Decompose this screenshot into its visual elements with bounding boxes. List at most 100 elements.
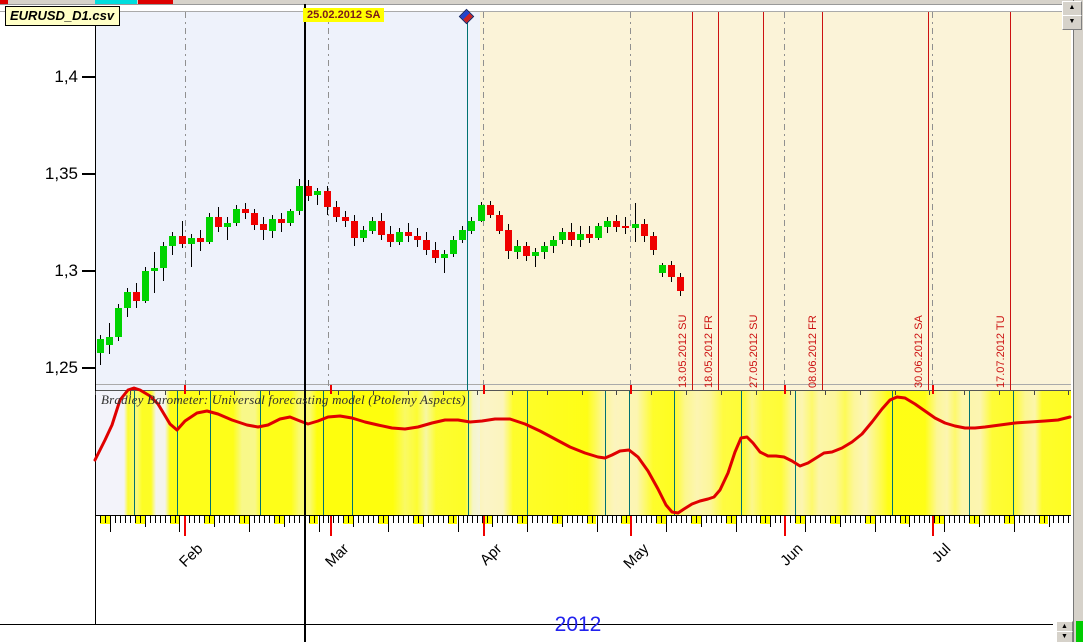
- toolbar-red-icon[interactable]: [0, 0, 8, 4]
- day-tick: [224, 516, 226, 523]
- day-tick: [467, 516, 469, 523]
- candle-body: [641, 224, 648, 236]
- bradley-title: Bradley Barometer: Universal forecasting…: [101, 392, 466, 407]
- day-tick: [681, 516, 682, 523]
- day-tick: [805, 516, 807, 532]
- day-tick: [993, 516, 995, 523]
- bradley-turn-line: [260, 391, 261, 515]
- candle-body: [314, 191, 321, 195]
- day-tick: [656, 516, 658, 523]
- day-tick: [874, 516, 876, 532]
- day-tick: [447, 516, 449, 523]
- candle-body: [351, 221, 358, 238]
- scroll-up-button[interactable]: ▲: [1062, 1, 1082, 16]
- candle-body: [133, 292, 140, 301]
- bradley-turn-line: [892, 391, 893, 515]
- scroll-down-button[interactable]: ▼: [1062, 15, 1082, 30]
- bradley-heat-bands: [95, 390, 1071, 515]
- day-tick: [417, 516, 419, 523]
- candles-panel-past-region: [95, 12, 480, 390]
- dashdot-month-line: [185, 12, 186, 390]
- day-tick: [959, 516, 961, 523]
- candle-body: [523, 246, 530, 256]
- day-tick: [641, 516, 643, 523]
- cursor-date-label[interactable]: 25.02.2012 SA: [303, 8, 385, 22]
- day-tick: [234, 516, 235, 523]
- candle-body: [550, 240, 557, 246]
- day-tick: [1033, 516, 1035, 523]
- day-tick: [333, 516, 335, 523]
- candle-wick: [535, 248, 536, 267]
- date-cursor-line[interactable]: [304, 4, 306, 642]
- day-tick: [378, 516, 380, 523]
- day-tick: [482, 516, 484, 523]
- day-tick: [214, 516, 216, 527]
- day-tick: [830, 516, 831, 523]
- weekend-block: [239, 516, 249, 524]
- bradley-turn-line: [177, 391, 178, 515]
- day-tick: [869, 516, 871, 523]
- chart-top-border: [0, 11, 1071, 12]
- month-label: Mar: [322, 540, 353, 571]
- day-tick: [775, 516, 777, 523]
- toolbar-cyan-icon[interactable]: [95, 0, 137, 4]
- week-tick-top: [1033, 391, 1035, 395]
- candle-body: [532, 252, 539, 256]
- selection-date-line[interactable]: [467, 22, 468, 390]
- weekend-block: [969, 516, 979, 524]
- day-tick: [765, 516, 767, 523]
- day-tick: [551, 516, 553, 523]
- day-tick: [164, 516, 166, 523]
- event-line-label: 08.06.2012 FR: [807, 315, 819, 388]
- weekend-block: [1038, 516, 1049, 524]
- week-tick-top: [755, 391, 757, 395]
- week-tick-top: [964, 391, 966, 395]
- day-tick: [974, 516, 975, 523]
- toolbar-red2-icon[interactable]: [138, 0, 173, 4]
- month-tick: [784, 516, 786, 536]
- bottom-scroll-down-button[interactable]: ▼: [1056, 631, 1073, 642]
- day-tick: [964, 516, 966, 523]
- file-tab[interactable]: EURUSD_D1.csv: [5, 6, 121, 26]
- candle-body: [541, 246, 548, 252]
- day-tick: [621, 516, 623, 523]
- day-tick: [278, 516, 280, 523]
- right-scrollbar-track[interactable]: [1073, 0, 1083, 642]
- day-tick: [636, 516, 638, 523]
- day-tick: [745, 516, 747, 523]
- bradley-top-line: [95, 390, 1071, 391]
- week-tick-top: [477, 391, 479, 395]
- candles-panel-future-region: [480, 12, 1071, 390]
- candle-body: [677, 277, 684, 291]
- day-tick: [944, 516, 946, 532]
- day-tick: [671, 516, 673, 523]
- weekend-block: [447, 516, 458, 524]
- candle-wick: [635, 203, 636, 242]
- bottom-scroll-up-button[interactable]: ▲: [1056, 621, 1073, 633]
- month-label: Jul: [928, 540, 955, 566]
- week-tick-top: [686, 391, 687, 395]
- weekend-block: [412, 516, 423, 524]
- day-tick: [810, 516, 812, 523]
- day-tick: [397, 516, 399, 523]
- candle-body: [197, 238, 204, 242]
- month-tick: [630, 516, 632, 536]
- day-tick: [402, 516, 404, 523]
- candle-body: [559, 232, 566, 240]
- day-tick: [308, 516, 310, 523]
- candle-body: [206, 217, 213, 242]
- day-tick: [273, 516, 275, 523]
- event-line: [822, 12, 823, 390]
- day-tick: [144, 516, 146, 527]
- candle-body: [324, 191, 331, 207]
- candle-body: [659, 265, 666, 273]
- candle-body: [333, 207, 340, 217]
- day-tick: [1008, 516, 1010, 523]
- day-tick: [383, 516, 384, 523]
- day-tick: [432, 516, 434, 523]
- candle-body: [260, 224, 267, 230]
- candle-body: [396, 232, 403, 242]
- day-tick: [159, 516, 161, 523]
- scroll-thumb[interactable]: [1076, 621, 1083, 642]
- day-tick: [854, 516, 856, 523]
